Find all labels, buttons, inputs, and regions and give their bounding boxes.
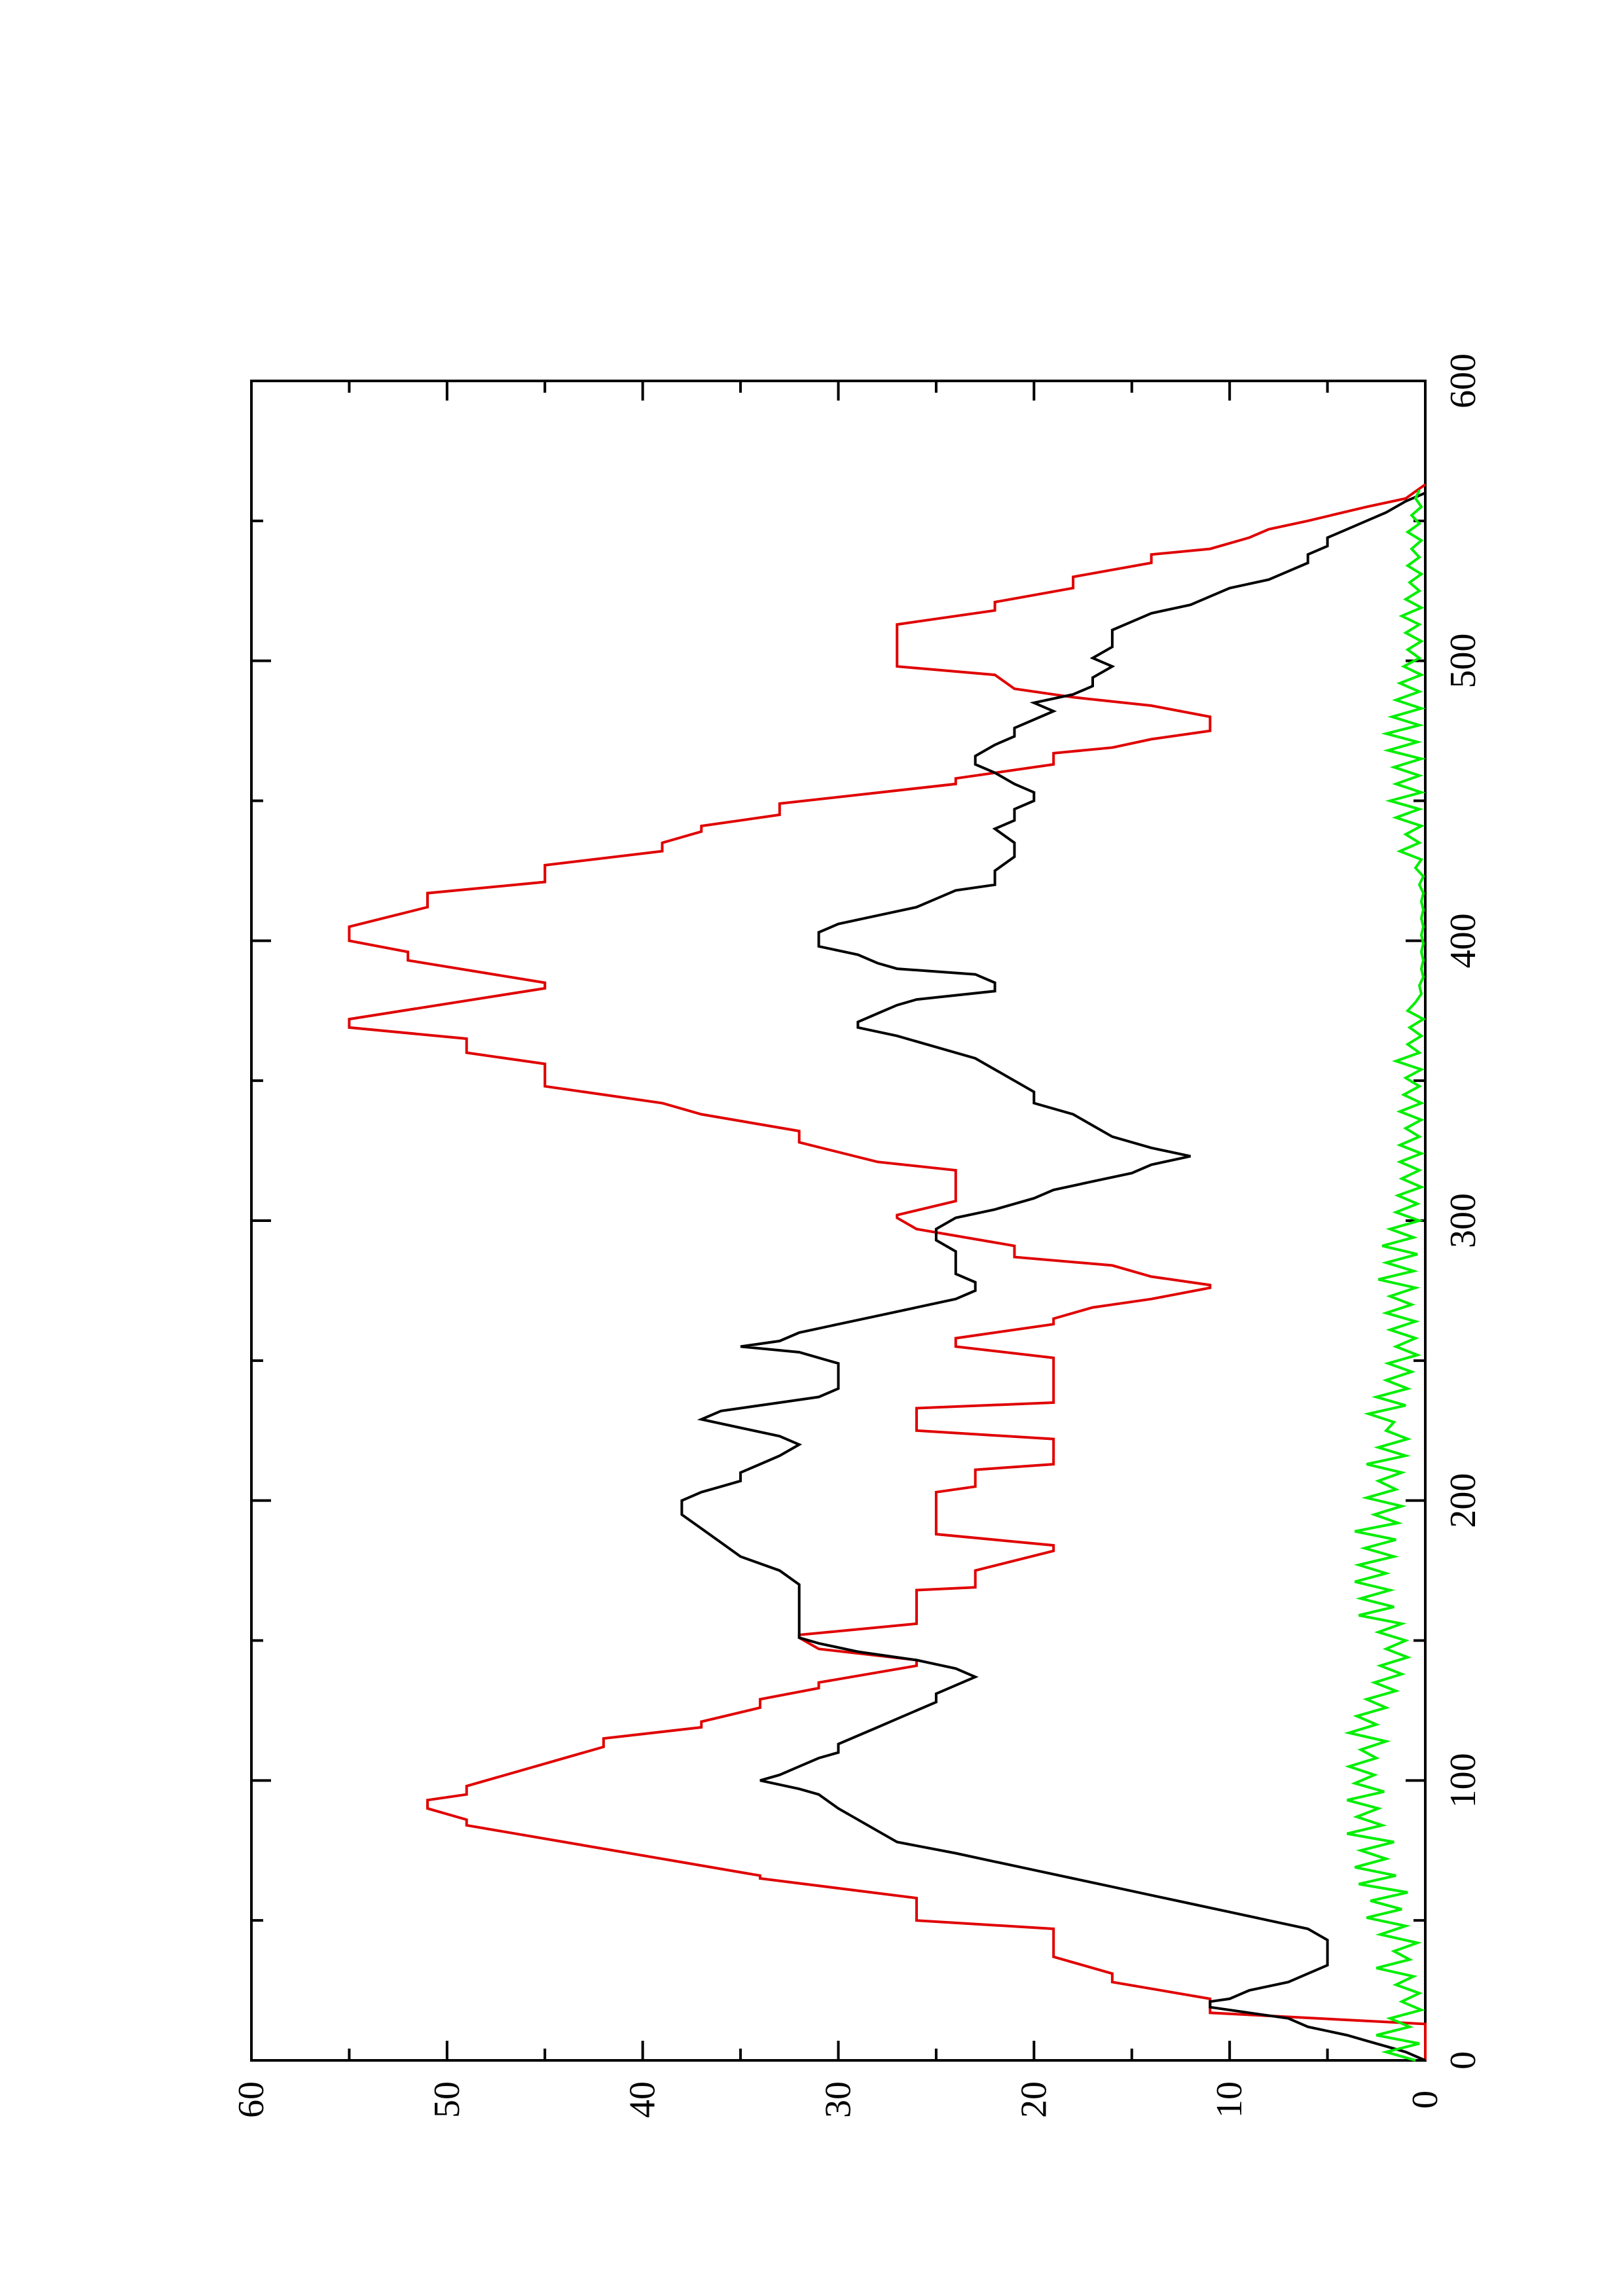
y-tick-label: 60 <box>231 2081 272 2118</box>
x-tick-label: 300 <box>1443 1193 1484 1248</box>
y-tick-label: 40 <box>623 2081 663 2118</box>
y-ticks: 0 10 20 30 40 50 60 <box>231 381 1446 2118</box>
x-tick-label: 500 <box>1443 634 1484 689</box>
y-tick-label: 30 <box>818 2081 859 2118</box>
y-tick-label: 0 <box>1405 2090 1446 2109</box>
chart-axes: 0 100 200 300 400 500 600 0 10 20 30 40 50 60 <box>231 353 1484 2118</box>
series-line-3 <box>1343 489 1427 2062</box>
x-tick-label: 0 <box>1443 2051 1484 2070</box>
x-tick-label: 100 <box>1443 1753 1484 1808</box>
y-tick-label: 20 <box>1013 2081 1054 2118</box>
y-tick-label: 10 <box>1209 2081 1250 2118</box>
x-tick-label: 200 <box>1443 1473 1484 1528</box>
y-tick-label: 50 <box>427 2081 467 2118</box>
chart-series <box>348 483 1427 2062</box>
series-line-2 <box>680 492 1426 2062</box>
x-tick-label: 400 <box>1443 913 1484 968</box>
x-ticks: 0 100 200 300 400 500 600 <box>251 353 1484 2070</box>
x-tick-label: 600 <box>1443 353 1484 408</box>
series-line-1 <box>348 483 1427 2060</box>
